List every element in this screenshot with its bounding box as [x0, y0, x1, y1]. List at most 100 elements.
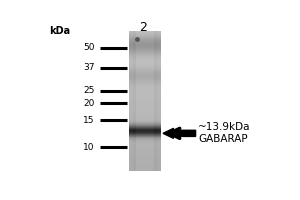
Bar — [157, 37, 161, 38]
Bar — [141, 92, 145, 93]
Bar — [153, 101, 157, 102]
Bar — [133, 102, 137, 103]
Bar — [149, 167, 153, 168]
Bar — [145, 31, 149, 32]
Bar — [153, 109, 157, 110]
Bar — [149, 168, 153, 169]
Bar — [129, 94, 133, 95]
Bar — [149, 133, 153, 134]
Bar — [153, 37, 157, 38]
Bar — [141, 82, 145, 83]
Bar — [133, 130, 137, 131]
Bar — [136, 43, 154, 44]
Bar — [129, 36, 133, 37]
Bar — [136, 138, 154, 139]
Bar — [137, 85, 141, 86]
Bar — [136, 70, 154, 71]
Bar — [145, 110, 149, 111]
Bar — [153, 94, 157, 95]
Bar — [141, 104, 145, 105]
Bar — [141, 111, 145, 112]
Bar — [145, 152, 149, 153]
Bar — [129, 102, 133, 103]
Bar — [133, 51, 137, 52]
Bar — [129, 128, 133, 129]
Bar — [129, 166, 133, 167]
Bar — [129, 76, 133, 77]
Bar — [145, 102, 149, 103]
Bar — [141, 66, 145, 67]
Bar — [145, 133, 149, 134]
Bar — [141, 95, 145, 96]
Bar — [149, 57, 153, 58]
Bar — [141, 117, 145, 118]
Bar — [153, 157, 157, 158]
Bar — [141, 108, 145, 109]
Bar — [137, 48, 141, 49]
Bar — [145, 74, 149, 75]
Bar — [145, 34, 149, 35]
Bar — [137, 109, 141, 110]
Bar — [153, 42, 157, 43]
Bar — [136, 80, 154, 81]
Bar — [153, 68, 157, 69]
Bar — [141, 83, 145, 84]
Bar — [133, 90, 137, 91]
Bar — [141, 91, 145, 92]
Bar — [133, 54, 137, 55]
Bar — [153, 84, 157, 85]
Bar — [157, 85, 161, 86]
Bar — [137, 147, 141, 148]
Bar — [149, 112, 153, 113]
Bar — [133, 109, 137, 110]
Bar — [133, 42, 137, 43]
Bar — [153, 153, 157, 154]
Bar — [153, 62, 157, 63]
Bar — [153, 134, 157, 135]
Bar — [157, 160, 161, 161]
Bar — [145, 123, 149, 124]
Bar — [145, 111, 149, 112]
Bar — [149, 39, 153, 40]
Bar — [153, 101, 157, 102]
Bar — [157, 100, 161, 101]
Bar — [133, 104, 137, 105]
Bar — [141, 66, 145, 67]
Bar — [157, 132, 161, 133]
Bar — [136, 61, 154, 62]
Bar — [136, 117, 154, 118]
Bar — [137, 102, 141, 103]
Bar — [137, 57, 141, 58]
Bar — [157, 113, 161, 114]
Bar — [153, 32, 157, 33]
Bar — [145, 138, 149, 139]
Bar — [145, 95, 149, 96]
Bar — [145, 82, 149, 83]
Bar — [149, 47, 153, 48]
Bar — [157, 144, 161, 145]
Bar — [145, 127, 149, 128]
Bar — [141, 33, 145, 34]
Bar — [157, 146, 161, 147]
Bar — [157, 162, 161, 163]
Bar — [133, 152, 137, 153]
Bar — [133, 122, 137, 123]
Bar — [149, 95, 153, 96]
Bar — [141, 100, 145, 101]
Bar — [137, 79, 141, 80]
Bar — [141, 49, 145, 50]
Bar — [153, 75, 157, 76]
Bar — [157, 141, 161, 142]
Bar — [145, 134, 149, 135]
Bar — [137, 123, 141, 124]
Bar — [133, 61, 137, 62]
Bar — [153, 48, 157, 49]
Bar — [133, 31, 137, 32]
Bar — [137, 36, 141, 37]
Bar — [149, 100, 153, 101]
Bar — [153, 155, 157, 156]
Bar — [149, 128, 153, 129]
Bar — [153, 138, 157, 139]
Bar — [145, 119, 149, 120]
Bar — [129, 63, 133, 64]
